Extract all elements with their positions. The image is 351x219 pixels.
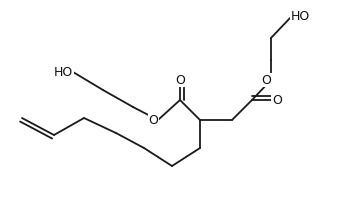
Text: O: O <box>175 74 185 87</box>
Text: O: O <box>261 74 271 87</box>
Text: HO: HO <box>54 65 73 78</box>
Text: HO: HO <box>291 11 310 23</box>
Text: O: O <box>272 94 282 106</box>
Text: O: O <box>148 113 158 127</box>
